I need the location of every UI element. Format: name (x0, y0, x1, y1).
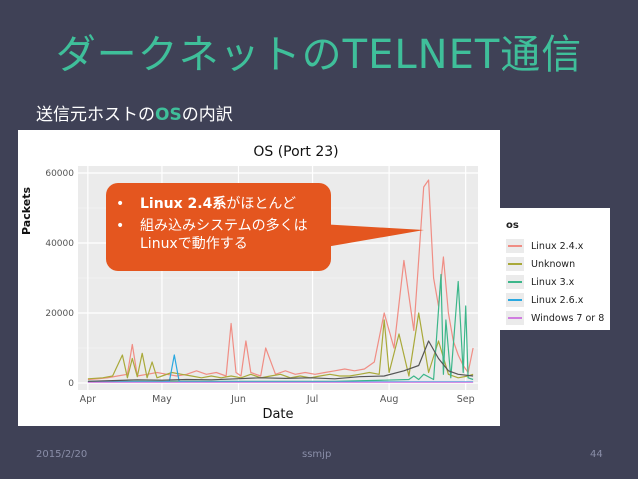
chart-legend: os Linux 2.4.x Unknown Linux 3.x Linux 2.6.… (500, 208, 610, 330)
legend-label: Linux 3.x (531, 276, 575, 288)
legend-label: Linux 2.6.x (531, 294, 584, 306)
callout-box: • Linux 2.4系がほとんど • 組み込みシステムの多くはLinuxで動作する (106, 183, 331, 271)
legend-item: Unknown (506, 256, 575, 272)
callout-bullet-2: • (116, 218, 125, 234)
legend-swatch (506, 293, 524, 307)
slide-subtitle: 送信元ホストのOSの内訳 (36, 100, 233, 125)
callout-bullet-1: • (116, 196, 125, 212)
legend-title: os (506, 220, 519, 231)
series-line (87, 312, 474, 380)
subtitle-prefix: 送信元ホストの (36, 105, 155, 125)
x-tick-label: Aug (380, 394, 399, 405)
legend-swatch (506, 239, 524, 253)
legend-swatch (506, 311, 524, 325)
subtitle-os: OS (155, 105, 182, 125)
y-tick-label: 40000 (45, 239, 74, 249)
x-tick-label: May (152, 394, 172, 405)
footer-date: 2015/2/20 (36, 449, 88, 460)
footer-org: ssmjp (302, 449, 332, 460)
callout-line2: 組み込みシステムの多くはLinuxで動作する (140, 218, 308, 252)
chart-title: OS (Port 23) (253, 144, 338, 160)
x-axis-label: Date (262, 407, 293, 422)
legend-label: Unknown (531, 258, 576, 270)
legend-swatch (506, 257, 524, 271)
y-tick-label: 60000 (45, 169, 74, 179)
x-tick-label: Apr (80, 394, 97, 405)
series-lines (87, 179, 474, 383)
subtitle-suffix: の内訳 (181, 105, 233, 125)
y-tick-label: 20000 (45, 309, 74, 319)
x-tick-labels: Apr May Jun Jul Aug Sep (80, 394, 475, 405)
x-tick-label: Jul (306, 394, 318, 405)
chart-panel: OS (Port 23) 0 20000 40000 60000 Apr May Jun J… (18, 130, 500, 426)
series-line (87, 179, 474, 381)
slide-title: ダークネットのTELNET通信 (55, 32, 583, 78)
legend-item: Linux 2.6.x (506, 292, 583, 308)
legend-swatch (506, 275, 524, 289)
callout-pointer (320, 224, 424, 248)
chart-svg: OS (Port 23) 0 20000 40000 60000 Apr May Jun J… (45, 144, 478, 422)
legend-item: Linux 2.4.x (506, 238, 583, 254)
x-tick-label: Jun (230, 394, 246, 405)
footer-page-number: 44 (590, 449, 603, 460)
series-line (87, 340, 474, 382)
legend-label: Windows 7 or 8 (531, 312, 605, 324)
y-axis-label: Packets (20, 187, 33, 235)
y-tick-labels: 0 20000 40000 60000 (45, 169, 74, 389)
callout-line1-rest: がほとんど (226, 196, 296, 212)
x-tick-label: Sep (457, 394, 475, 405)
legend-label: Linux 2.4.x (531, 240, 584, 252)
legend-item: Windows 7 or 8 (506, 310, 604, 326)
y-tick-label: 0 (68, 379, 74, 389)
legend-item: Linux 3.x (506, 274, 574, 290)
callout-line1-bold: Linux 2.4系 (140, 196, 227, 212)
